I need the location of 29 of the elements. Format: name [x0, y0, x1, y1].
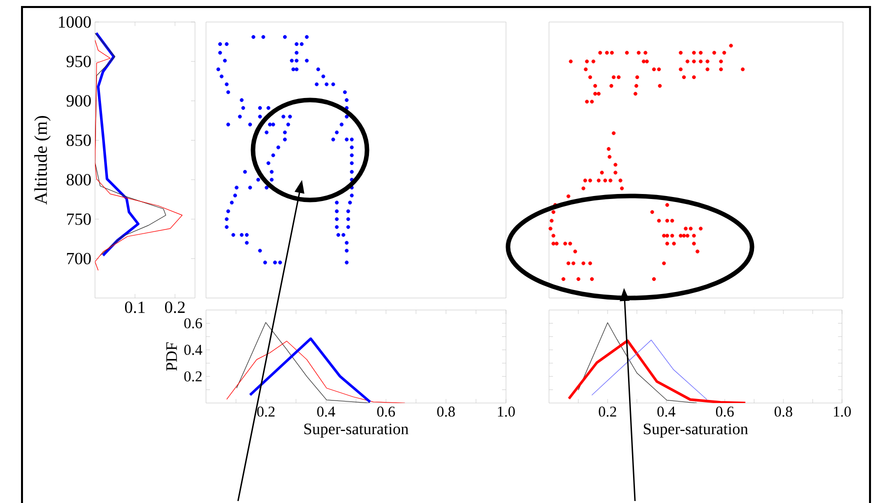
- x-tick-label: 0.6: [377, 406, 395, 417]
- x-tick-label: 0.4: [657, 406, 676, 417]
- x-tick-label: 0.2: [598, 406, 616, 417]
- y-tick-label: 700: [67, 252, 91, 264]
- x-tick-label: 1.0: [498, 406, 515, 417]
- x-tick-label: 0.8: [437, 406, 455, 417]
- x-tick-label: 0.8: [774, 406, 792, 417]
- y-tick-label: 850: [66, 134, 91, 146]
- x-axis-title: Super-saturation: [304, 424, 408, 438]
- x-tick-label: 0.6: [716, 406, 734, 417]
- x-tick-label: 0.2: [257, 406, 275, 417]
- y-tick-label: 1000: [58, 16, 91, 28]
- y-tick-label: 750: [67, 213, 91, 225]
- line-series: [95, 40, 182, 271]
- x-tick-label: 0.4: [317, 406, 336, 417]
- x-tick-label: 0.1: [125, 302, 145, 314]
- y-axis-title: PDF: [166, 342, 177, 371]
- line-series: [236, 322, 370, 403]
- x-tick-label: 1.0: [834, 406, 851, 417]
- y-tick-label: 0.2: [184, 371, 202, 382]
- line-series: [226, 340, 406, 403]
- y-tick-label: 0.4: [184, 344, 202, 355]
- x-axis-title: Super-saturation: [644, 424, 748, 438]
- y-axis-title: Altitude (m): [34, 116, 51, 205]
- y-tick-label: 900: [66, 95, 91, 107]
- y-tick-label: 950: [66, 56, 91, 68]
- line-series: [248, 337, 372, 403]
- y-tick-label: 0.6: [184, 318, 202, 328]
- y-tick-label: 800: [66, 174, 91, 186]
